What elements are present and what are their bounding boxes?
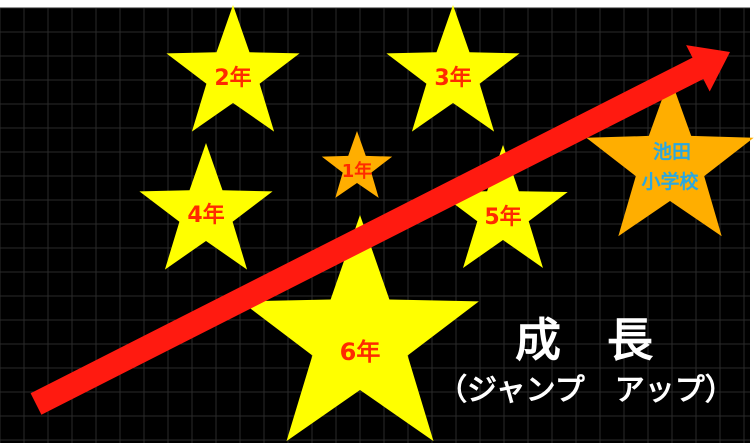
star-grade-3-label: 3年: [434, 65, 471, 91]
star-grade-6-label: 6年: [340, 338, 381, 366]
star-grade-4-label: 4年: [187, 202, 224, 228]
rising-arrow-icon: [30, 45, 731, 415]
star-grade-5: 5年: [438, 145, 568, 268]
star-grade-3: 3年: [386, 5, 520, 132]
heading-title: 成 長: [515, 313, 654, 367]
star-icon: [166, 5, 300, 132]
star-grade-2: 2年: [166, 5, 300, 132]
star-icon: [139, 143, 273, 270]
star-school: 池田 小学校: [586, 77, 754, 237]
star-grade-1: 1年: [321, 131, 393, 198]
star-icon: [386, 5, 520, 132]
star-grade-1-label: 1年: [342, 160, 373, 182]
star-grade-5-label: 5年: [484, 204, 521, 230]
star-icon: [438, 145, 568, 268]
school-star-line1: 池田: [653, 140, 691, 163]
star-grade-2-label: 2年: [214, 65, 251, 91]
star-icon: [586, 77, 754, 237]
star-grade-4: 4年: [139, 143, 273, 270]
star-icon: [241, 215, 479, 442]
school-star-line2: 小学校: [641, 170, 699, 193]
heading-subtitle: （ジャンプ アップ）: [437, 373, 735, 408]
star-grade-6: 6年: [241, 215, 479, 442]
star-icon: [321, 131, 393, 198]
